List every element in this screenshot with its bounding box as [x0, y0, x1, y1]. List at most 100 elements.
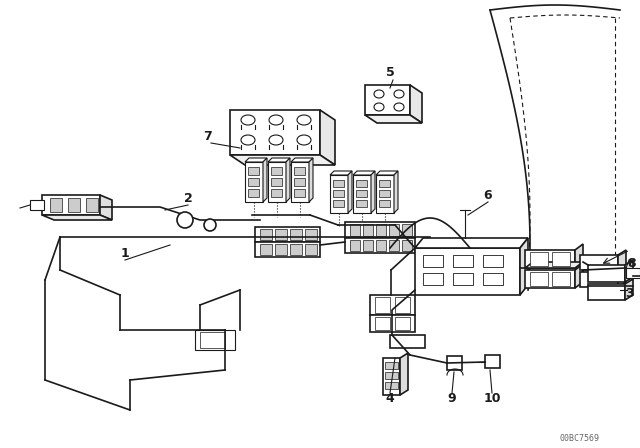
- Polygon shape: [294, 167, 305, 175]
- Text: 7: 7: [203, 129, 211, 142]
- Polygon shape: [376, 171, 398, 175]
- Polygon shape: [248, 178, 259, 186]
- Ellipse shape: [394, 103, 404, 111]
- Polygon shape: [245, 158, 267, 162]
- Polygon shape: [385, 372, 398, 379]
- Polygon shape: [86, 198, 98, 212]
- Polygon shape: [625, 260, 633, 282]
- Polygon shape: [350, 240, 360, 251]
- Polygon shape: [330, 175, 348, 213]
- Polygon shape: [333, 200, 344, 207]
- Polygon shape: [245, 162, 263, 202]
- Ellipse shape: [374, 103, 384, 111]
- Polygon shape: [260, 244, 272, 255]
- Polygon shape: [389, 224, 399, 236]
- Polygon shape: [309, 158, 313, 202]
- Text: 00BC7569: 00BC7569: [560, 434, 600, 443]
- Ellipse shape: [269, 135, 283, 145]
- Ellipse shape: [241, 135, 255, 145]
- Polygon shape: [525, 270, 575, 288]
- Polygon shape: [402, 224, 412, 236]
- Polygon shape: [453, 273, 473, 285]
- Ellipse shape: [297, 115, 311, 125]
- Polygon shape: [353, 171, 375, 175]
- Polygon shape: [588, 284, 625, 300]
- Text: 3: 3: [626, 287, 634, 300]
- Polygon shape: [370, 295, 415, 315]
- Polygon shape: [395, 317, 410, 330]
- Polygon shape: [379, 180, 390, 187]
- Ellipse shape: [297, 135, 311, 145]
- Polygon shape: [415, 248, 520, 295]
- Polygon shape: [30, 200, 44, 210]
- Polygon shape: [375, 317, 390, 330]
- Polygon shape: [447, 356, 462, 370]
- Polygon shape: [423, 255, 443, 267]
- Polygon shape: [525, 250, 575, 268]
- Polygon shape: [365, 115, 422, 123]
- Polygon shape: [626, 268, 640, 278]
- Polygon shape: [200, 332, 225, 348]
- Polygon shape: [588, 265, 625, 282]
- Polygon shape: [230, 110, 320, 155]
- Polygon shape: [195, 330, 235, 350]
- Polygon shape: [575, 264, 583, 288]
- Polygon shape: [376, 240, 386, 251]
- Polygon shape: [580, 272, 618, 287]
- Polygon shape: [333, 190, 344, 197]
- Polygon shape: [525, 262, 583, 268]
- Polygon shape: [423, 273, 443, 285]
- Polygon shape: [275, 244, 287, 255]
- Polygon shape: [410, 85, 422, 123]
- Polygon shape: [483, 273, 503, 285]
- Polygon shape: [483, 255, 503, 267]
- Ellipse shape: [374, 90, 384, 98]
- Polygon shape: [370, 315, 415, 332]
- Polygon shape: [625, 279, 633, 300]
- Circle shape: [204, 219, 216, 231]
- Polygon shape: [271, 189, 282, 197]
- Polygon shape: [385, 362, 398, 369]
- Ellipse shape: [269, 115, 283, 125]
- Polygon shape: [365, 85, 410, 115]
- Polygon shape: [575, 244, 583, 268]
- Polygon shape: [530, 252, 548, 266]
- Polygon shape: [320, 110, 335, 165]
- Polygon shape: [100, 195, 112, 220]
- Polygon shape: [271, 167, 282, 175]
- Polygon shape: [286, 158, 290, 202]
- Polygon shape: [375, 297, 390, 313]
- Polygon shape: [42, 195, 100, 215]
- Polygon shape: [230, 155, 335, 165]
- Polygon shape: [453, 255, 473, 267]
- Polygon shape: [402, 240, 412, 251]
- Polygon shape: [379, 200, 390, 207]
- Polygon shape: [290, 229, 302, 240]
- Polygon shape: [275, 229, 287, 240]
- Text: 9: 9: [448, 392, 456, 405]
- Polygon shape: [395, 297, 410, 313]
- Polygon shape: [350, 224, 360, 236]
- Polygon shape: [520, 238, 528, 295]
- Polygon shape: [376, 175, 394, 213]
- Text: 2: 2: [184, 191, 193, 204]
- Polygon shape: [552, 252, 570, 266]
- Polygon shape: [385, 382, 398, 389]
- Polygon shape: [333, 180, 344, 187]
- Polygon shape: [552, 272, 570, 286]
- Polygon shape: [50, 198, 62, 212]
- Polygon shape: [618, 267, 626, 287]
- Polygon shape: [305, 229, 317, 240]
- Polygon shape: [580, 255, 618, 270]
- Polygon shape: [363, 224, 373, 236]
- Polygon shape: [260, 229, 272, 240]
- Polygon shape: [255, 227, 320, 242]
- Polygon shape: [485, 355, 500, 368]
- Polygon shape: [389, 240, 399, 251]
- Polygon shape: [356, 190, 367, 197]
- Polygon shape: [271, 178, 282, 186]
- Text: 1: 1: [120, 246, 129, 259]
- Polygon shape: [618, 250, 626, 270]
- Text: 6: 6: [484, 189, 492, 202]
- Polygon shape: [263, 158, 267, 202]
